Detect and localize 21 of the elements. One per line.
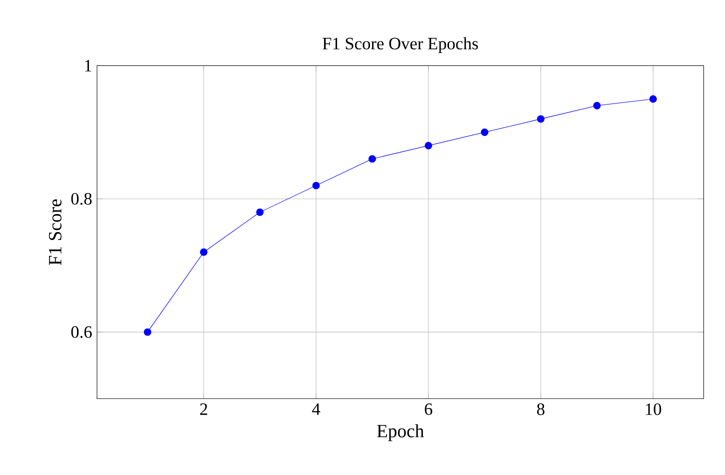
y-tick-label: 0.8 — [71, 192, 92, 205]
y-tick-label: 1 — [85, 60, 92, 72]
point — [593, 102, 601, 110]
x-tick-label: 6 — [424, 403, 432, 416]
x-tick-label: 4 — [312, 403, 320, 415]
x-axis-title: Epoch — [377, 424, 424, 442]
point — [200, 248, 208, 256]
point — [424, 142, 432, 150]
y-axis-title: F1 Score — [48, 199, 62, 266]
x-tick-label: 10 — [646, 403, 662, 416]
point — [312, 182, 320, 190]
y-tick-label: 0.6 — [71, 326, 92, 338]
point — [649, 95, 657, 103]
point — [480, 128, 488, 136]
point — [537, 115, 545, 123]
point — [144, 328, 152, 336]
point — [256, 208, 264, 216]
x-tick-label: 2 — [200, 403, 208, 415]
chart-title: F1 Score Over Epochs — [322, 37, 478, 53]
x-tick-label: 8 — [537, 403, 544, 416]
point — [368, 155, 376, 163]
